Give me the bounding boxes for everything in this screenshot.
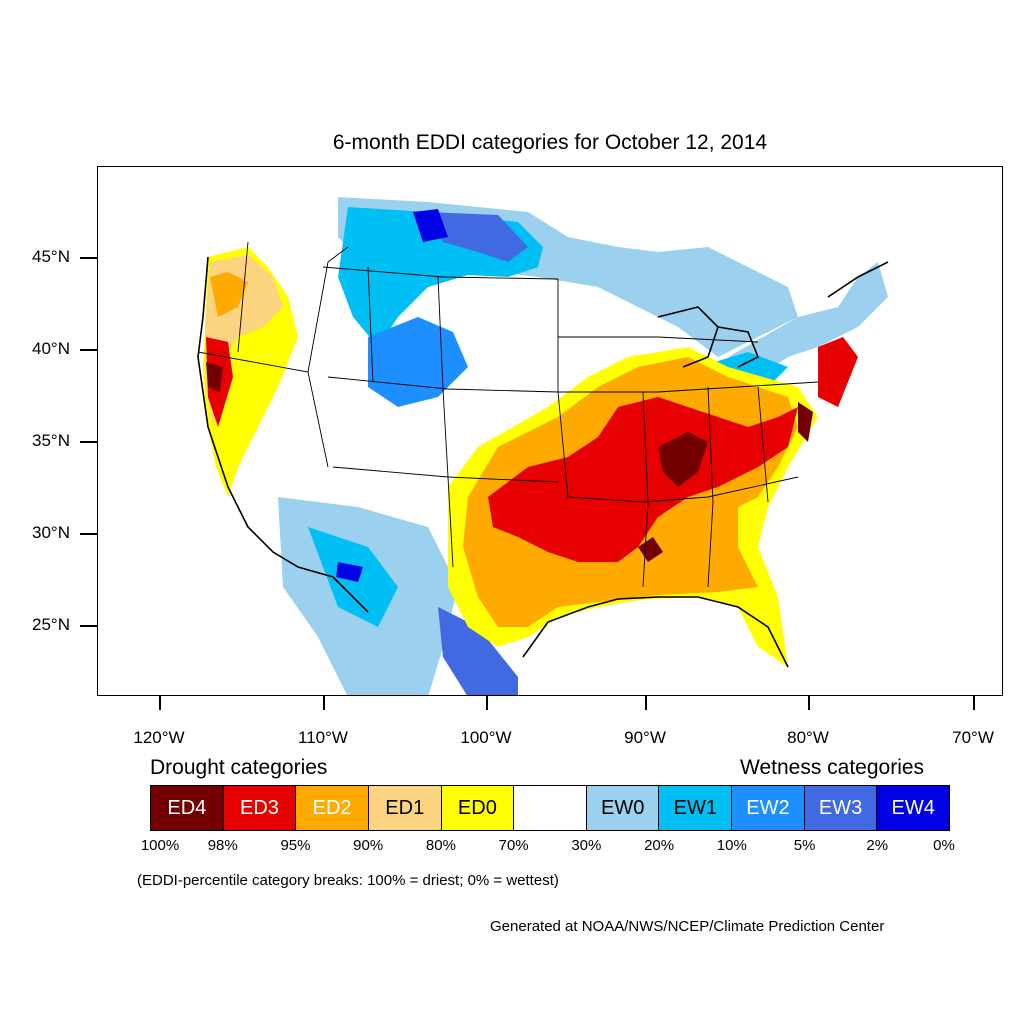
eddi-map: [197, 197, 889, 695]
legend-swatch-ew2: EW2: [732, 786, 805, 830]
lat-tick: [80, 257, 97, 259]
legend-swatch-ew1: EW1: [659, 786, 733, 830]
lon-label-110: 110°W: [298, 728, 348, 747]
drought-regions: [203, 247, 858, 667]
lon-tick: [645, 696, 647, 710]
legend-break-label: 70%: [498, 837, 529, 854]
category-legend: ED4 ED3 ED2 ED1 ED0 EW0 EW1 EW2 EW3 EW4: [150, 785, 950, 831]
lon-label-90: 90°W: [624, 728, 666, 747]
legend-swatch-ed0: ED0: [441, 786, 515, 830]
lon-label-80: 80°W: [787, 728, 829, 747]
lat-label-45: 45°N: [32, 247, 70, 266]
wetness-heading: Wetness categories: [740, 756, 925, 779]
legend-break-label: 10%: [716, 837, 747, 854]
legend-break-label: 95%: [280, 837, 311, 854]
lon-tick: [323, 696, 325, 710]
map-panel: [97, 166, 1003, 696]
drought-heading: Drought categories: [150, 756, 328, 779]
lat-tick: [80, 625, 97, 627]
lon-label-100: 100°W: [460, 728, 512, 747]
legend-swatch-ed1: ED1: [368, 786, 442, 830]
lon-tick: [159, 696, 161, 710]
lat-label-30: 30°N: [32, 523, 70, 542]
legend-swatch-ed4: ED4: [151, 786, 224, 830]
legend-break-label: 100%: [140, 837, 180, 854]
lon-label-70: 70°W: [952, 728, 994, 747]
lat-label-35: 35°N: [32, 431, 70, 450]
legend-swatch-ew3: EW3: [804, 786, 878, 830]
lon-tick: [486, 696, 488, 710]
lat-label-40: 40°N: [32, 339, 70, 358]
legend-swatch-neutral: [514, 786, 587, 830]
coastlines: [197, 256, 889, 668]
legend-break-label: 0%: [933, 837, 955, 854]
legend-swatch-ew0: EW0: [586, 786, 660, 830]
legend-swatch-ew4: EW4: [877, 786, 950, 830]
map-title: 6-month EDDI categories for October 12, …: [332, 131, 768, 154]
legend-note: (EDDI-percentile category breaks: 100% =…: [137, 872, 559, 889]
lon-tick: [808, 696, 810, 710]
lon-tick: [973, 696, 975, 710]
legend-break-label: 90%: [353, 837, 384, 854]
lon-label-120: 120°W: [133, 728, 185, 747]
legend-break-label: 30%: [571, 837, 602, 854]
lat-tick: [80, 349, 97, 351]
legend-break-label: 80%: [425, 837, 456, 854]
legend-break-label: 20%: [644, 837, 675, 854]
legend-swatch-ed3: ED3: [223, 786, 297, 830]
legend-break-label: 2%: [866, 837, 889, 854]
lat-label-25: 25°N: [32, 615, 70, 634]
legend-swatch-ed2: ED2: [296, 786, 369, 830]
state-boundaries: [197, 241, 819, 588]
lat-tick: [80, 533, 97, 535]
legend-break-label: 5%: [793, 837, 816, 854]
legend-break-label: 98%: [207, 837, 238, 854]
credit-line: Generated at NOAA/NWS/NCEP/Climate Predi…: [490, 918, 885, 935]
lat-tick: [80, 441, 97, 443]
